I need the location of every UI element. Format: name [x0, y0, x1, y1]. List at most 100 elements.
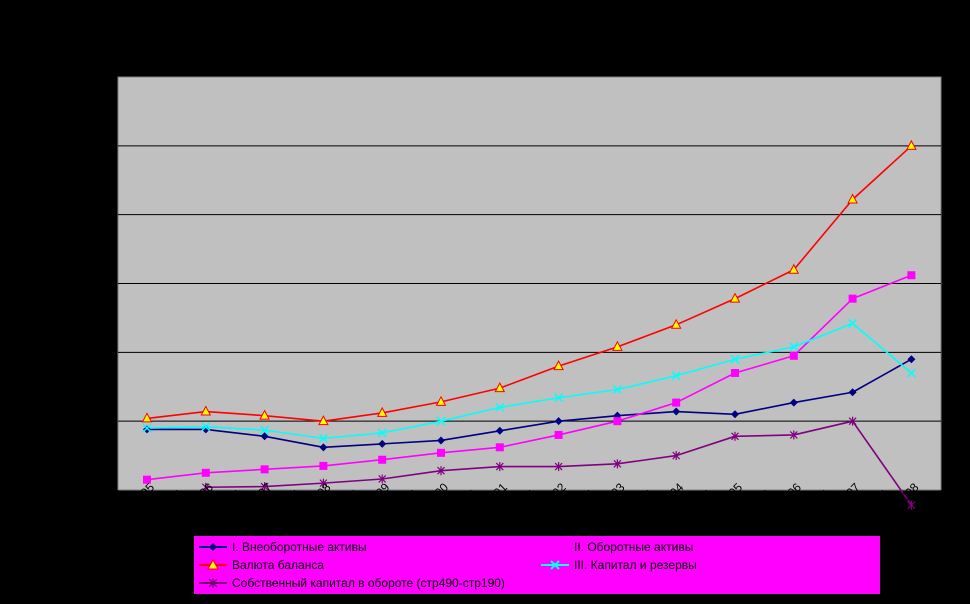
data-point-square [495, 443, 504, 452]
data-point-star [907, 500, 916, 510]
data-point-square [319, 461, 328, 470]
data-point-star [378, 474, 387, 484]
data-point-x [495, 402, 505, 412]
data-point-diamond [848, 388, 857, 397]
data-point-diamond [495, 426, 504, 435]
data-point-star [789, 430, 798, 440]
legend-label: II. Оборотные активы [574, 540, 694, 554]
data-point-diamond [554, 417, 563, 426]
legend: I. Внеоборотные активы II. Оборотные акт… [194, 536, 880, 594]
data-point-square [731, 368, 739, 377]
data-point-diamond [789, 398, 798, 407]
data-point-x [554, 393, 564, 403]
data-point-x-stroke [730, 354, 740, 364]
legend-marker-x-icon [541, 560, 569, 570]
data-point-x-stroke [612, 384, 622, 395]
data-point-diamond [731, 410, 739, 419]
data-point-x [260, 425, 270, 435]
legend-marker-triangle-icon [199, 558, 227, 570]
legend-label: Валюта баланса [232, 558, 325, 572]
data-point-x-stroke [495, 402, 505, 412]
series-line-2 [146, 145, 912, 422]
data-point-triangle [553, 360, 564, 371]
data-point-x [789, 342, 799, 352]
data-point-diamond [672, 407, 681, 416]
data-point-x-stroke [201, 422, 211, 432]
data-point-star [495, 462, 504, 472]
data-point-square [437, 448, 445, 457]
data-point-triangle [729, 292, 741, 303]
legend-label: I. Внеоборотные активы [232, 540, 367, 554]
data-point-square [260, 465, 269, 474]
data-point-triangle [906, 139, 917, 150]
data-point-x-stroke [848, 318, 858, 328]
data-point-x-stroke [789, 342, 799, 352]
data-point-triangle [141, 412, 153, 423]
legend-label: III. Капитал и резервы [574, 558, 697, 572]
series-layer [141, 139, 917, 510]
data-point-triangle [200, 405, 212, 416]
data-point-x [730, 354, 740, 364]
data-point-square [789, 351, 798, 360]
data-point-square [613, 417, 622, 426]
legend-marker-star-icon [199, 578, 227, 588]
data-point-x [848, 318, 858, 328]
data-point-triangle [612, 340, 623, 351]
data-point-triangle [670, 318, 682, 329]
data-point-diamond [907, 355, 916, 364]
data-point-x-stroke [671, 371, 681, 381]
data-point-diamond [260, 432, 269, 441]
data-point-star [260, 482, 269, 492]
data-point-x-stroke [436, 416, 446, 426]
data-point-x [142, 423, 152, 433]
series-line-3 [146, 322, 912, 440]
data-point-x [201, 422, 211, 432]
data-point-diamond [319, 443, 328, 452]
data-point-diamond [143, 425, 151, 434]
data-point-square [672, 398, 681, 407]
series-line-1 [146, 274, 912, 481]
data-point-star [672, 451, 681, 461]
data-point-triangle [788, 263, 800, 274]
data-point-x [906, 368, 916, 378]
data-point-x-stroke [142, 423, 152, 433]
legend-label: Собственный капитал в обороте (стр490-ст… [232, 576, 505, 590]
data-point-x [671, 371, 681, 381]
data-point-x-stroke [318, 433, 328, 443]
data-point-diamond [437, 436, 445, 445]
data-point-square [848, 294, 857, 303]
data-point-triangle [435, 395, 447, 406]
data-point-x [377, 428, 387, 438]
legend-marker-diamond-icon [199, 543, 227, 551]
data-point-square [554, 430, 563, 439]
data-point-square [201, 468, 210, 477]
data-point-square [378, 455, 387, 464]
data-point-x [612, 384, 622, 395]
gridlines [117, 145, 942, 495]
data-point-x-stroke [260, 425, 270, 435]
data-point-square [143, 475, 151, 484]
legend-marker-square-icon [541, 543, 569, 551]
data-point-star [554, 462, 563, 472]
data-point-triangle [847, 193, 858, 204]
data-point-star [437, 466, 445, 476]
data-point-triangle [494, 382, 506, 393]
data-point-star [848, 416, 857, 426]
data-point-triangle [376, 406, 388, 417]
series-line-0 [147, 358, 912, 449]
data-point-star [201, 482, 210, 492]
data-point-diamond [378, 439, 387, 448]
data-point-x [318, 433, 328, 443]
data-point-star [613, 459, 622, 469]
data-point-x-stroke [554, 393, 564, 403]
data-point-star [731, 431, 739, 441]
data-point-star [319, 478, 328, 488]
data-point-x-stroke [906, 368, 916, 378]
data-point-x [436, 416, 446, 426]
data-point-triangle [259, 409, 270, 420]
data-point-x-stroke [377, 428, 387, 438]
data-point-square [907, 271, 916, 280]
data-point-diamond [201, 425, 210, 434]
data-point-triangle [318, 415, 329, 426]
